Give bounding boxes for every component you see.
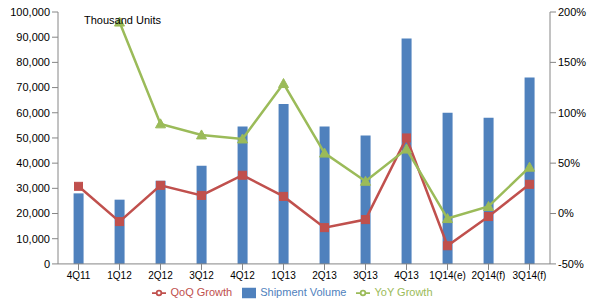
html-text:QoQ Growth: QoQ Growth — [170, 285, 233, 298]
svg-text:1Q13: 1Q13 — [271, 270, 296, 281]
html-text:Shipment Volume: Shipment Volume — [260, 285, 347, 298]
svg-text:40,000: 40,000 — [16, 157, 50, 169]
svg-text:80,000: 80,000 — [16, 56, 50, 68]
svg-text:1Q12: 1Q12 — [107, 270, 132, 281]
svg-text:30,000: 30,000 — [16, 182, 50, 194]
svg-text:20,000: 20,000 — [16, 207, 50, 219]
svg-text:70,000: 70,000 — [16, 81, 50, 93]
html-text:Thousand Units: Thousand Units — [84, 14, 161, 26]
svg-text:1Q14(e): 1Q14(e) — [429, 270, 466, 281]
svg-text:-50%: -50% — [558, 258, 584, 270]
svg-text:4Q11: 4Q11 — [67, 270, 91, 281]
svg-text:10,000: 10,000 — [16, 233, 50, 245]
html-text:YoY Growth: YoY Growth — [374, 285, 433, 298]
svg-text:50%: 50% — [558, 157, 580, 169]
svg-text:90,000: 90,000 — [16, 31, 50, 43]
svg-text:4Q12: 4Q12 — [230, 270, 255, 281]
svg-text:3Q14(f): 3Q14(f) — [513, 270, 547, 281]
svg-text:3Q12: 3Q12 — [189, 270, 214, 281]
svg-text:4Q13: 4Q13 — [394, 270, 419, 281]
svg-text:2Q13: 2Q13 — [312, 270, 337, 281]
svg-text:60,000: 60,000 — [16, 107, 50, 119]
svg-text:100%: 100% — [558, 107, 586, 119]
svg-text:2Q12: 2Q12 — [148, 270, 173, 281]
svg-text:3Q13: 3Q13 — [353, 270, 378, 281]
svg-text:200%: 200% — [558, 6, 586, 18]
svg-text:2Q14(f): 2Q14(f) — [472, 270, 506, 281]
svg-text:150%: 150% — [558, 56, 586, 68]
svg-text:100,000: 100,000 — [10, 6, 50, 18]
svg-text:0: 0 — [44, 258, 50, 270]
svg-text:0%: 0% — [558, 207, 574, 219]
svg-text:50,000: 50,000 — [16, 132, 50, 144]
